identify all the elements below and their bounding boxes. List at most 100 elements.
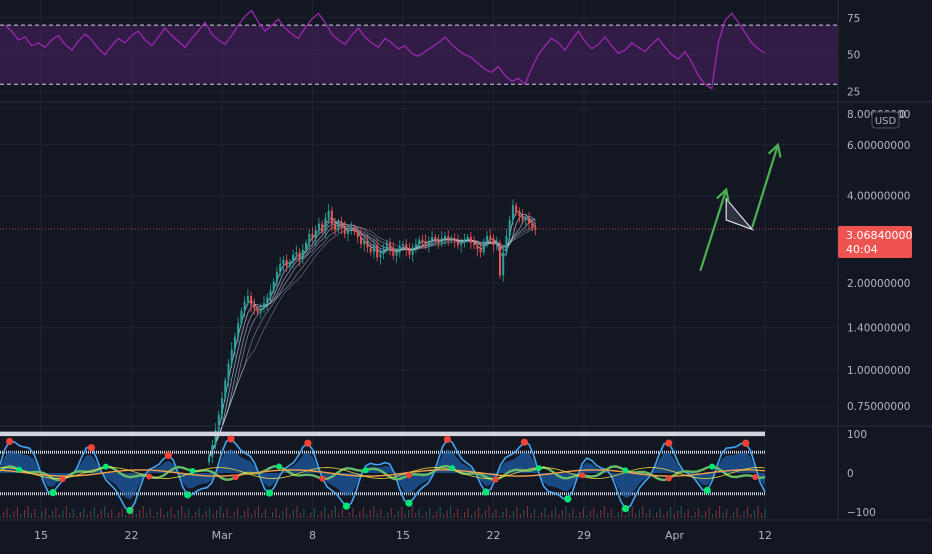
- ma-ribbon-line: [208, 226, 536, 458]
- sell-signal-dot: [520, 438, 529, 446]
- price-tick-label: 4.00000000: [847, 191, 910, 203]
- candle-body: [395, 252, 398, 256]
- price-tick-label: 6.00000000: [847, 140, 910, 152]
- cross-signal-dot: [579, 472, 586, 479]
- pennant-triangle[interactable]: [725, 197, 755, 231]
- time-tick-label: 22: [487, 529, 501, 542]
- price-tick-label: 2.00000000: [847, 278, 910, 290]
- last-price-value: 3.06840000: [846, 229, 912, 242]
- candle-body: [518, 212, 521, 217]
- candle-body: [214, 429, 217, 445]
- cross-signal-dot: [16, 466, 23, 473]
- rsi-panel: [0, 9, 838, 90]
- currency-label[interactable]: USD: [875, 116, 897, 127]
- oscillator-panel: [0, 431, 766, 518]
- candle-body: [456, 241, 459, 246]
- candle-body: [389, 242, 392, 249]
- cross-signal-dot: [146, 473, 153, 480]
- candle-body: [450, 238, 453, 241]
- candle-body: [263, 303, 266, 309]
- candle-body: [230, 349, 233, 364]
- candle-body: [437, 239, 440, 243]
- sell-signal-dot: [665, 439, 673, 447]
- candle-body: [414, 244, 417, 248]
- candle-body: [330, 210, 333, 224]
- candle-body: [502, 252, 505, 276]
- candle-body: [359, 236, 362, 245]
- sell-signal-dot: [742, 439, 750, 447]
- price-tick-label: 0.75000000: [847, 401, 910, 413]
- candle-body: [482, 241, 485, 253]
- cross-signal-dot: [405, 472, 412, 479]
- candle-body: [376, 245, 379, 258]
- arrow-shaft[interactable]: [751, 144, 779, 229]
- candle-body: [256, 309, 259, 313]
- arrow-head[interactable]: [767, 142, 782, 158]
- buy-signal-dot: [126, 506, 134, 515]
- sell-signal-dot: [227, 435, 235, 443]
- candle-body: [473, 242, 476, 246]
- candle-body: [453, 238, 456, 242]
- candle-body: [392, 248, 395, 256]
- candle-body: [272, 281, 275, 291]
- candle-body: [424, 241, 427, 246]
- buy-signal-dot: [703, 486, 711, 494]
- candle-body: [292, 254, 295, 262]
- rsi-tick-label: 75: [847, 13, 860, 25]
- candle-body: [489, 236, 492, 239]
- candle-body: [279, 264, 282, 272]
- candle-body: [321, 223, 324, 232]
- candle-body: [243, 301, 246, 311]
- cross-signal-dot: [232, 474, 239, 481]
- candle-body: [240, 310, 243, 324]
- cross-signal-dot: [622, 467, 629, 474]
- candle-body: [492, 238, 495, 246]
- candle-body: [431, 236, 434, 241]
- last-price-badge: [838, 226, 912, 258]
- candle-body: [285, 259, 288, 267]
- candle-body: [447, 236, 450, 241]
- cross-signal-dot: [102, 463, 109, 470]
- time-tick-label: 22: [125, 529, 139, 542]
- time-tick-label: 8: [309, 529, 316, 542]
- last-price-countdown: 40:04: [846, 243, 878, 256]
- cross-signal-dot: [709, 463, 716, 470]
- rsi-tick-label: 25: [847, 87, 860, 99]
- arrow-shaft[interactable]: [699, 189, 728, 272]
- candle-body: [515, 205, 518, 213]
- candle-body: [298, 252, 301, 259]
- candle-body: [224, 380, 227, 398]
- candle-body: [382, 249, 385, 254]
- candle-body: [476, 245, 479, 249]
- sell-signal-dot: [87, 444, 96, 452]
- candle-body: [366, 240, 369, 248]
- candle-body: [408, 249, 411, 255]
- oscillator-tick-label: −100: [847, 507, 876, 519]
- candle-body: [498, 242, 501, 276]
- candle-body: [237, 323, 240, 337]
- oscillator-tick-label: 100: [847, 429, 867, 441]
- price-tick-label: 1.00000000: [847, 365, 910, 377]
- candle-body: [427, 240, 430, 246]
- currency-badge[interactable]: [871, 111, 900, 129]
- cross-signal-dot: [189, 467, 196, 474]
- candle-body: [220, 397, 224, 415]
- candle-body: [372, 245, 375, 253]
- candle-body: [324, 217, 327, 232]
- arrow-head[interactable]: [716, 187, 730, 203]
- price-tick-label: 1.40000000: [847, 323, 910, 335]
- sell-signal-dot: [6, 437, 14, 446]
- candle-body: [511, 205, 514, 220]
- candle-body: [521, 216, 524, 220]
- candle-body: [405, 244, 408, 250]
- cross-signal-dot: [665, 475, 672, 482]
- candle-body: [466, 236, 469, 240]
- candle-body: [208, 456, 211, 463]
- candle-body: [379, 253, 382, 258]
- candle-body: [469, 236, 472, 243]
- candle-body: [353, 227, 356, 232]
- candle-body: [528, 217, 531, 224]
- candle-body: [227, 363, 230, 381]
